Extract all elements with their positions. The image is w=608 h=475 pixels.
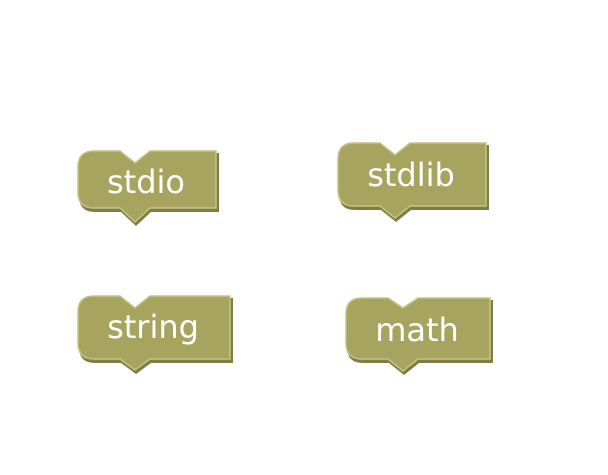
stdlib-block[interactable]: stdlib: [336, 141, 490, 222]
stdlib-block-label: stdlib: [367, 156, 455, 194]
stdio-block-shape: [77, 150, 219, 226]
math-block-label: math: [375, 311, 459, 349]
stdlib-block-shape: [337, 142, 489, 222]
stdio-block-label: stdio: [107, 163, 185, 201]
stdio-block[interactable]: stdio: [76, 149, 220, 229]
string-block[interactable]: string: [76, 294, 236, 374]
math-block[interactable]: math: [344, 296, 494, 376]
math-block-shape: [345, 297, 493, 375]
string-block-label: string: [107, 308, 199, 346]
string-block-shape: [77, 295, 233, 374]
